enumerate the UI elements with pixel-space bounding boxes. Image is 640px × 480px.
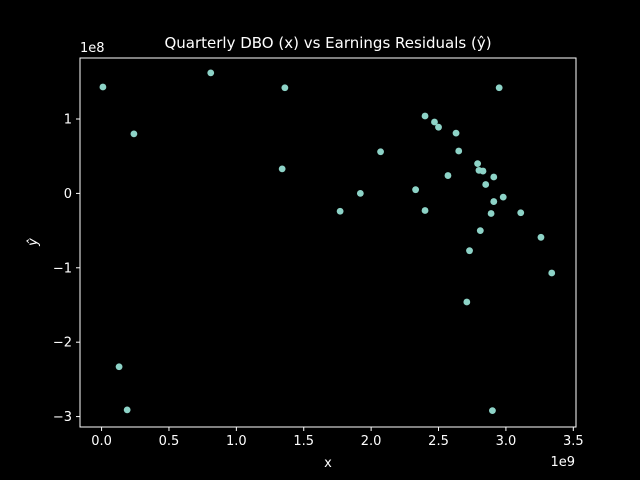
chart-title: Quarterly DBO (x) vs Earnings Residuals … [164, 34, 491, 52]
x-axis-label: x [324, 456, 332, 471]
data-point-33 [548, 269, 556, 277]
x-tick-label: 3.5 [563, 434, 584, 449]
data-point-4 [207, 69, 215, 77]
data-point-15 [444, 172, 452, 179]
x-axis-ticks: 0.0 0.5 1.0 1.5 2.0 2.5 3.0 3.5 [91, 427, 584, 449]
data-point-2 [115, 363, 123, 371]
data-point-7 [336, 207, 344, 215]
x-tick-label: 2.0 [361, 434, 382, 449]
data-point-30 [499, 193, 507, 201]
data-point-27 [490, 173, 498, 181]
y-axis-label: ŷ [26, 238, 41, 247]
data-point-11 [421, 112, 429, 120]
data-point-20 [474, 160, 482, 168]
y-tick-label: −3 [53, 410, 72, 425]
x-offset-text: 1e9 [550, 455, 575, 470]
data-point-5 [281, 84, 289, 92]
x-tick-label: 1.5 [293, 434, 314, 449]
data-point-31 [517, 209, 525, 217]
data-point-12 [421, 207, 429, 214]
data-point-26 [489, 407, 496, 415]
data-point-22 [476, 227, 484, 235]
data-point-0 [99, 83, 107, 91]
data-point-29 [495, 84, 503, 92]
data-point-9 [377, 148, 384, 156]
x-tick-label: 1.0 [226, 434, 247, 449]
x-tick-label: 3.0 [496, 434, 517, 449]
data-point-28 [490, 198, 498, 205]
y-offset-text: 1e8 [80, 41, 105, 56]
data-point-19 [466, 247, 473, 255]
data-point-17 [455, 147, 463, 155]
y-tick-label: 1 [64, 113, 72, 128]
data-point-24 [482, 181, 490, 188]
x-tick-label: 0.5 [159, 434, 180, 449]
data-point-18 [463, 298, 471, 306]
y-tick-label: 0 [64, 187, 72, 202]
y-tick-label: −2 [53, 336, 72, 351]
x-tick-label: 0.0 [91, 434, 112, 449]
data-point-16 [452, 129, 460, 137]
data-point-6 [278, 165, 286, 173]
data-point-25 [487, 210, 495, 217]
data-point-10 [412, 186, 420, 194]
data-point-32 [537, 233, 545, 241]
plot-frame [79, 57, 577, 428]
y-axis-ticks: −3 −2 −1 0 1 [53, 113, 80, 425]
data-point-23 [479, 167, 487, 175]
data-point-8 [356, 190, 364, 197]
data-point-1 [130, 130, 138, 138]
data-point-13 [431, 118, 438, 126]
y-tick-label: −1 [53, 261, 72, 276]
data-point-3 [123, 406, 131, 414]
x-tick-label: 2.5 [428, 434, 449, 449]
data-point-14 [435, 123, 442, 131]
data-points [99, 69, 556, 415]
